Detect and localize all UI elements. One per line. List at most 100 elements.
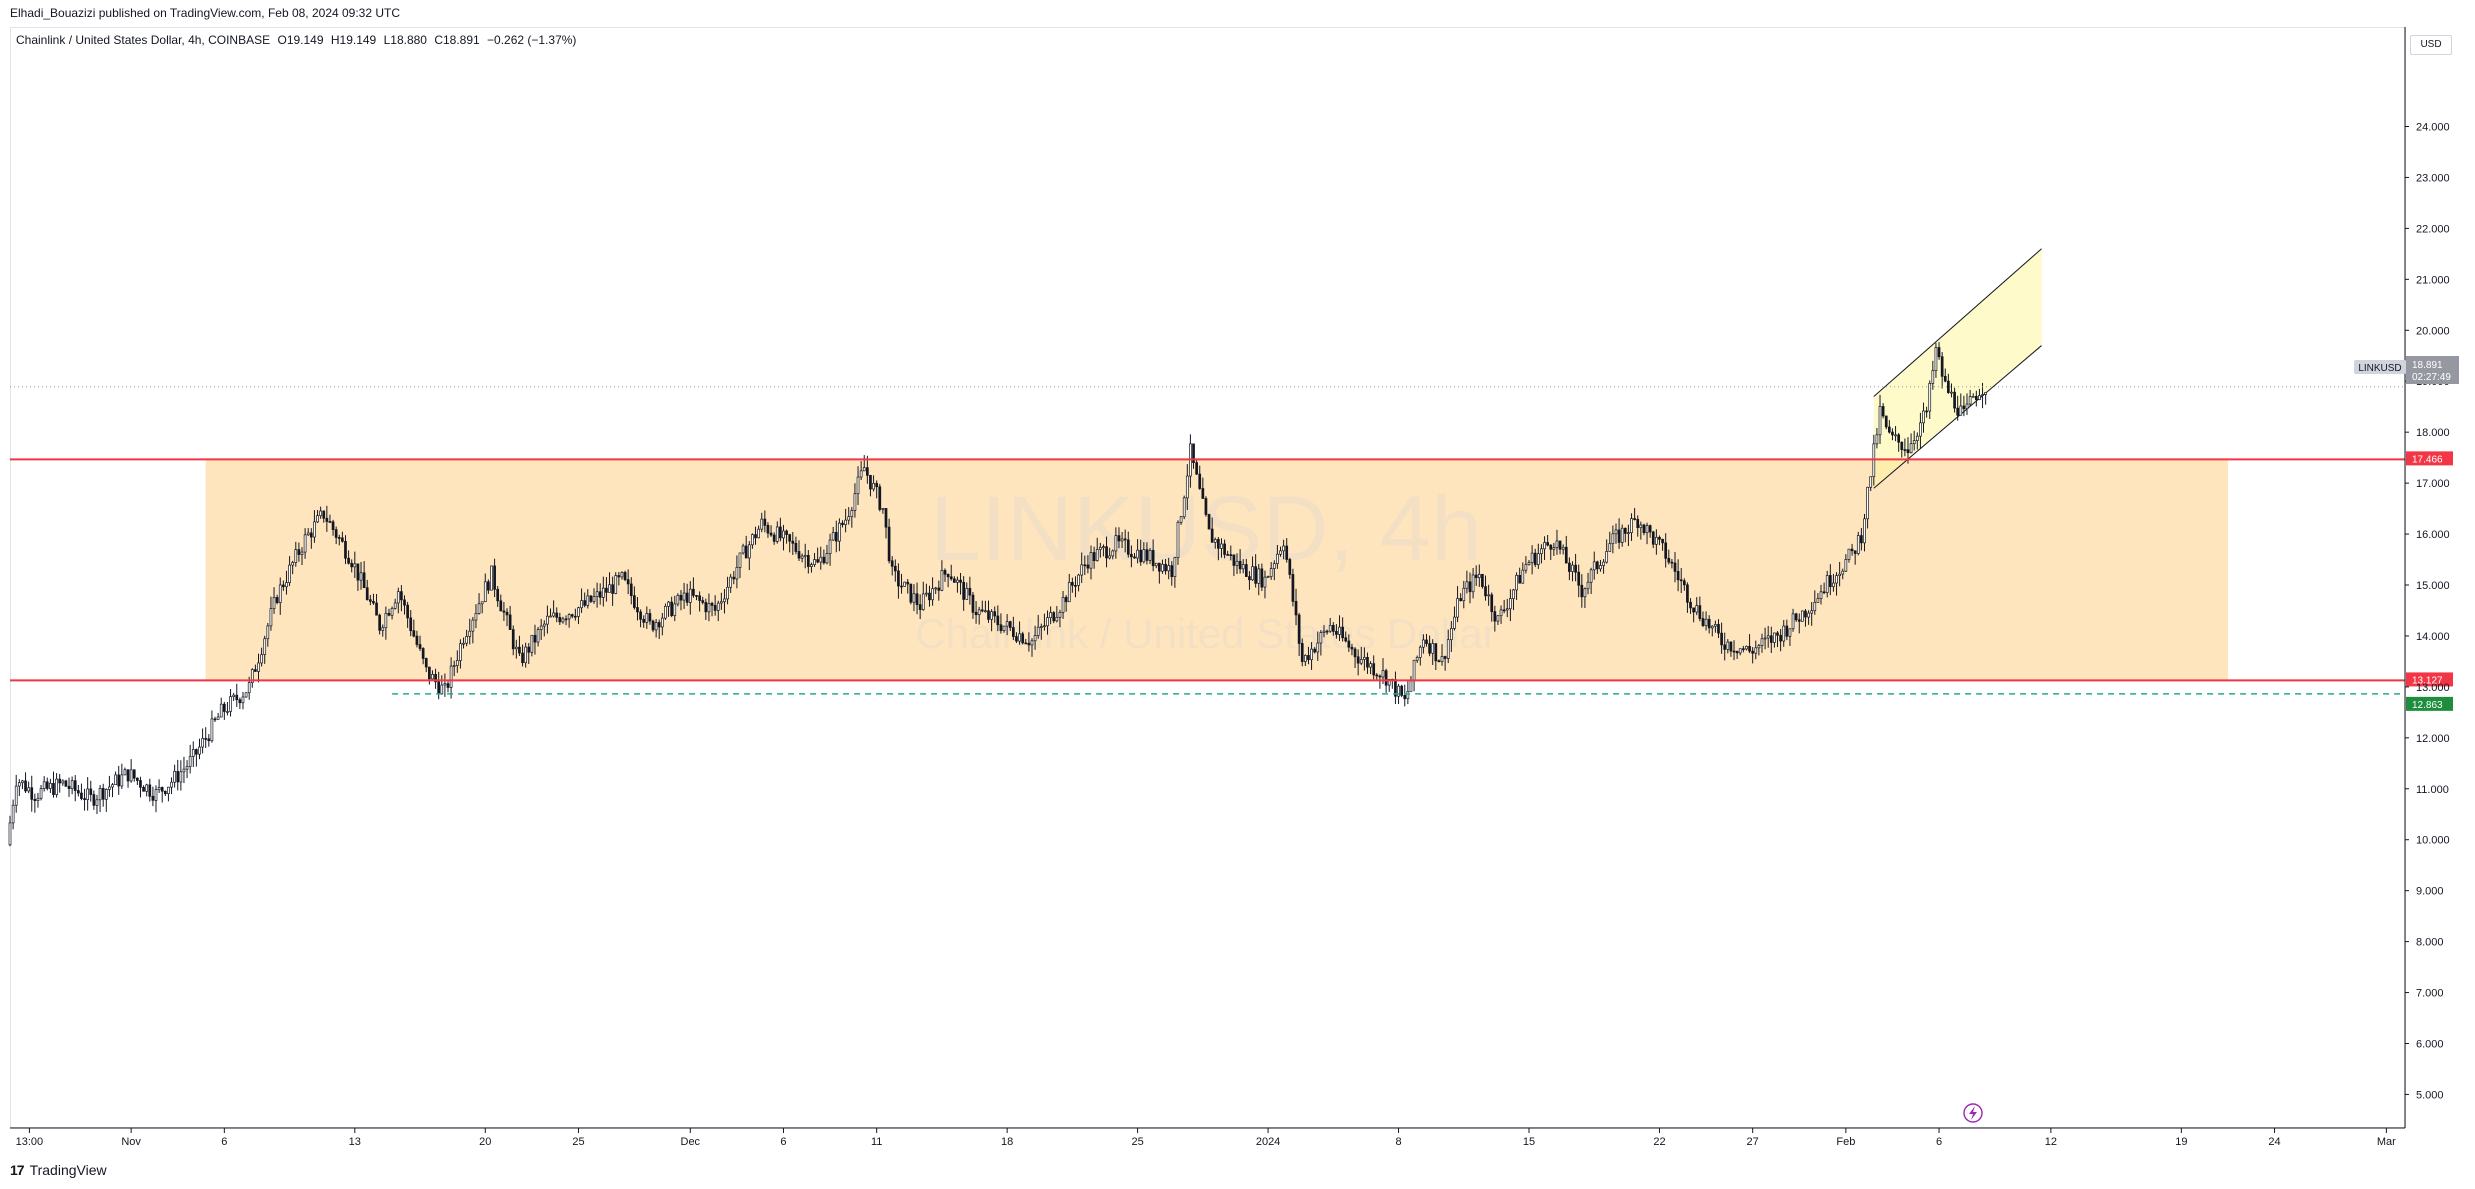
candle-body [1412, 659, 1416, 682]
candle-body [558, 617, 562, 623]
candle [1627, 524, 1630, 547]
candle [151, 786, 155, 807]
candle [1735, 650, 1739, 659]
candle-body [915, 593, 919, 606]
candle [1971, 393, 1975, 398]
candle-body [1279, 550, 1282, 555]
candle-body [1751, 650, 1755, 654]
candle [1487, 584, 1490, 606]
candle-body [1328, 624, 1332, 632]
tradingview-logo[interactable]: 17 TradingView [10, 1162, 107, 1178]
candle-body [1682, 580, 1686, 586]
candle-body [1527, 562, 1531, 566]
candle-body [1947, 380, 1950, 393]
candle [660, 612, 664, 636]
candle-body [216, 716, 220, 720]
time-tick-label: 6 [1936, 1136, 1942, 1148]
candle [552, 600, 555, 618]
candle [664, 603, 667, 620]
candle-body [14, 785, 18, 806]
candle-body [1828, 575, 1832, 588]
candle-body [229, 696, 232, 712]
candle [1182, 495, 1186, 520]
lightning-icon[interactable] [1963, 1103, 1983, 1123]
candle [415, 630, 419, 648]
candle [309, 528, 313, 549]
candle-body [1760, 638, 1764, 646]
candle [263, 635, 267, 664]
price-tick-label: 17.000 [2416, 478, 2450, 490]
candle [915, 582, 919, 615]
candle [1018, 621, 1021, 645]
candle [319, 506, 322, 519]
candle [1791, 608, 1795, 632]
candle [1453, 606, 1456, 631]
candle [834, 520, 838, 553]
candle [1276, 544, 1279, 569]
candle [620, 571, 624, 580]
ticker-tag-bg [2354, 360, 2406, 374]
candle-body [1819, 591, 1823, 599]
candle-body [1111, 550, 1115, 557]
price-tick-label: 13.000 [2416, 682, 2450, 694]
candle [788, 533, 792, 553]
candle-body [303, 534, 307, 553]
candle-body [36, 797, 40, 801]
candle-body [1117, 535, 1121, 542]
time-tick-label: 6 [780, 1136, 786, 1148]
candle-body [98, 788, 102, 801]
candle [1372, 655, 1376, 680]
candle [8, 815, 12, 847]
candle [1922, 402, 1925, 433]
candle-body [136, 777, 139, 781]
candle [524, 642, 528, 668]
candle-body [353, 563, 357, 568]
candle-body [145, 784, 149, 792]
candle [1089, 545, 1093, 580]
candle-body [95, 799, 99, 806]
candle [1779, 629, 1782, 652]
candle [518, 635, 521, 656]
currency-selector[interactable]: USD [2410, 35, 2452, 55]
candle [1201, 477, 1205, 499]
candle-body [909, 583, 913, 603]
candle-body [247, 682, 251, 694]
candle [654, 619, 658, 638]
candle-body [1863, 518, 1866, 544]
candle [1869, 476, 1873, 492]
candle-body [996, 615, 1000, 626]
candle-body [527, 646, 531, 653]
candle-body [763, 518, 767, 526]
candle [1030, 638, 1034, 657]
candle-body [511, 629, 515, 650]
candle-body [782, 530, 785, 539]
candle [1002, 625, 1006, 633]
candle-body [365, 587, 369, 601]
candle [1841, 568, 1845, 580]
candle [1431, 639, 1435, 666]
candle [853, 483, 857, 518]
candle-body [1928, 383, 1932, 412]
range-box [205, 459, 2228, 681]
candle [1785, 619, 1789, 641]
candle [1241, 559, 1245, 574]
candle [1474, 565, 1478, 586]
candle-body [1139, 549, 1143, 563]
time-tick-label: 13 [349, 1136, 361, 1148]
candle [1592, 551, 1596, 580]
candle-body [1860, 535, 1863, 544]
candle [893, 559, 897, 582]
candle-body [1403, 695, 1407, 700]
candle-body [1161, 563, 1164, 572]
candle-body [952, 578, 956, 583]
candle-body [589, 595, 593, 602]
candle [567, 613, 571, 628]
symbol-legend: Chainlink / United States Dollar, 4h, CO… [16, 33, 576, 47]
candle-body [598, 591, 602, 598]
candle-body [1664, 542, 1668, 559]
candle [1630, 513, 1633, 541]
candle [1232, 554, 1236, 577]
candle-body [471, 619, 475, 632]
candle [1580, 574, 1584, 608]
